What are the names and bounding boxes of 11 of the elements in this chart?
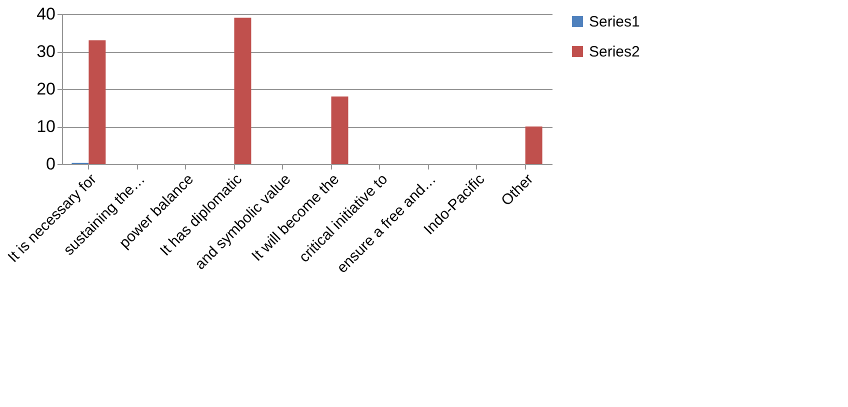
bar — [88, 40, 106, 164]
y-tick-label: 20 — [36, 80, 56, 98]
y-tick-label: 30 — [36, 42, 56, 61]
legend-label: Series1 — [589, 14, 640, 30]
y-tick-label: 0 — [46, 154, 56, 174]
bar — [331, 96, 348, 164]
y-tick-label: 40 — [36, 4, 56, 24]
bar — [525, 126, 542, 164]
y-tick-label: 10 — [36, 117, 56, 136]
bar — [234, 18, 252, 164]
legend-label: Series2 — [589, 44, 640, 60]
